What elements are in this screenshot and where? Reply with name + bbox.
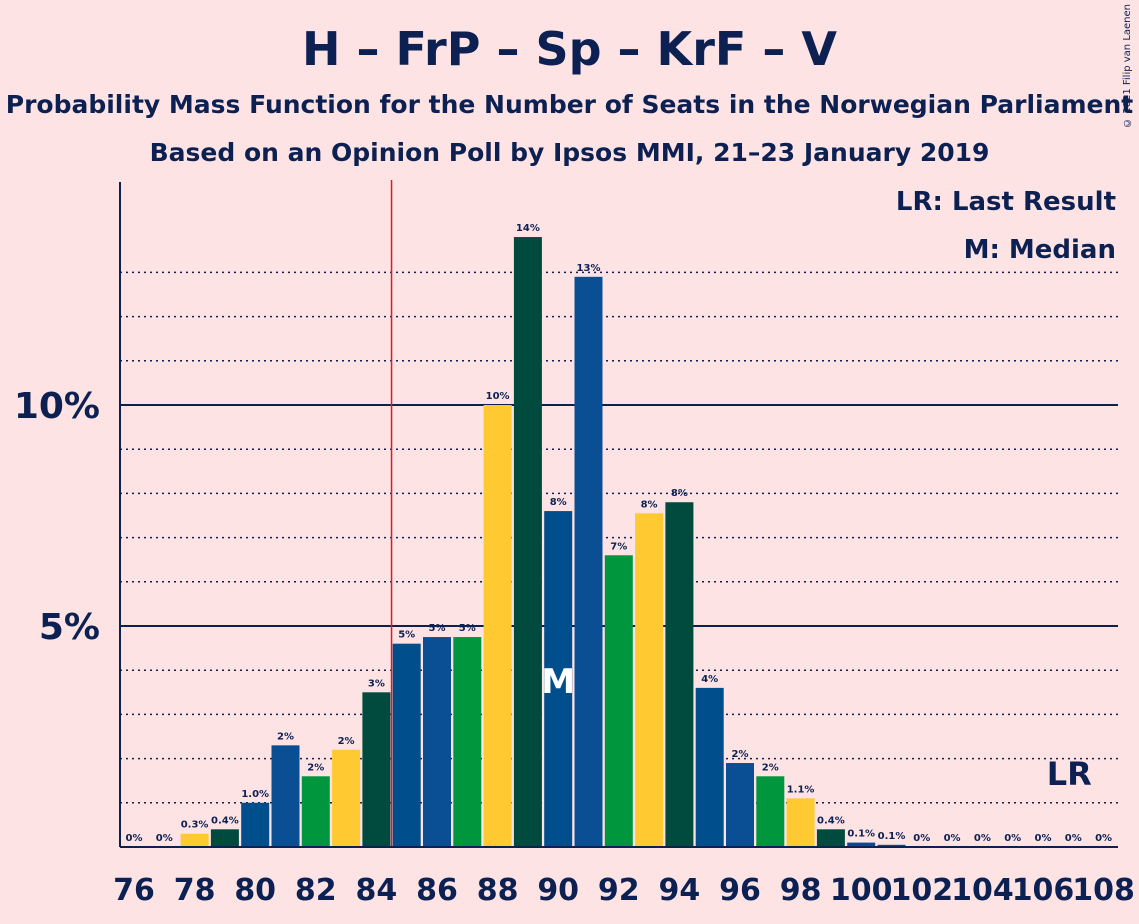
bar-value-label: 0.3% [181,820,209,831]
bar-value-label: 1.0% [241,789,269,800]
x-tick-label: 90 [537,873,579,908]
x-tick-label: 88 [477,873,519,908]
bar-seats-78 [180,833,209,847]
bar-seats-99 [816,829,845,847]
bar-seats-92 [604,555,633,847]
x-tick-label: 94 [659,873,701,908]
bar-value-label: 3% [368,678,385,689]
bar-value-label: 7% [610,541,627,552]
bar-value-label: 5% [398,630,415,641]
x-tick-label: 76 [113,873,155,908]
bar-value-label: 2% [338,736,355,747]
bar-value-label: 0.1% [847,829,875,840]
bar-value-label: 10% [486,391,510,402]
bar-value-label: 0.4% [211,815,239,826]
bar-value-label: 0% [944,833,961,844]
legend-last-result: LR: Last Result [896,187,1116,217]
bar-seats-82 [301,776,330,847]
x-tick-label: 104 [951,873,1014,908]
bar-value-label: 0.1% [878,831,906,842]
bar-seats-79 [210,829,239,847]
bar-seats-84 [362,692,391,847]
bar-value-label: 2% [762,762,779,773]
bar-value-label: 14% [516,223,540,234]
bar-seats-87 [453,637,482,847]
bar-value-label: 2% [307,762,324,773]
bar-value-label: 0% [156,833,173,844]
x-tick-label: 82 [295,873,337,908]
bar-seats-93 [635,513,664,847]
bar-seats-81 [271,745,300,847]
x-tick-label: 108 [1072,873,1135,908]
x-tick-label: 96 [719,873,761,908]
bar-seats-97 [756,776,785,847]
bar-seats-96 [726,763,754,847]
bar-value-label: 8% [550,497,567,508]
bar-value-label: 0% [1035,833,1052,844]
x-tick-label: 98 [780,873,822,908]
bar-seats-89 [513,237,542,848]
bar-value-label: 1.1% [787,784,815,795]
bar-seats-95 [695,687,724,847]
last-result-marker: LR [1047,755,1092,793]
bar-value-label: 0% [126,833,143,844]
x-tick-label: 86 [416,873,458,908]
bar-seats-100 [847,842,876,847]
x-tick-label: 92 [598,873,640,908]
bar-seats-80 [241,802,270,847]
median-marker: M [541,662,575,702]
bar-seats-98 [786,798,815,847]
bar-seats-90 [544,511,573,847]
bar-seats-91 [574,276,603,847]
y-tick-label: 5% [39,607,100,648]
bar-value-label: 13% [577,263,601,274]
bar-seats-86 [423,637,451,847]
bar-value-label: 5% [459,623,476,634]
bar-value-label: 0.4% [817,815,845,826]
bar-seats-101 [877,844,906,847]
x-tick-label: 100 [830,873,893,908]
bar-value-label: 4% [701,674,718,685]
bar-seats-88 [483,405,512,847]
chart-subtitle: Probability Mass Function for the Number… [5,90,1134,119]
x-tick-label: 80 [234,873,276,908]
bar-seats-83 [332,749,361,847]
bar-value-label: 8% [641,499,658,510]
bar-value-label: 0% [1065,833,1082,844]
bar-value-label: 0% [1004,833,1021,844]
bar-value-label: 0% [974,833,991,844]
x-tick-label: 84 [356,873,398,908]
chart-source-subtitle: Based on an Opinion Poll by Ipsos MMI, 2… [149,138,990,167]
x-tick-label: 106 [1012,873,1075,908]
bar-value-label: 2% [732,749,749,760]
bar-value-label: 0% [1095,833,1112,844]
x-tick-label: 78 [174,873,216,908]
bar-seats-94 [665,502,694,847]
chart-title: H – FrP – Sp – KrF – V [302,22,837,76]
bar-value-label: 8% [671,488,688,499]
bar-value-label: 2% [277,731,294,742]
y-tick-label: 10% [14,386,100,427]
x-tick-label: 102 [890,873,953,908]
bar-value-label: 0% [913,833,930,844]
bar-value-label: 5% [429,623,446,634]
bar-seats-85 [392,643,421,847]
legend-median: M: Median [964,235,1116,265]
